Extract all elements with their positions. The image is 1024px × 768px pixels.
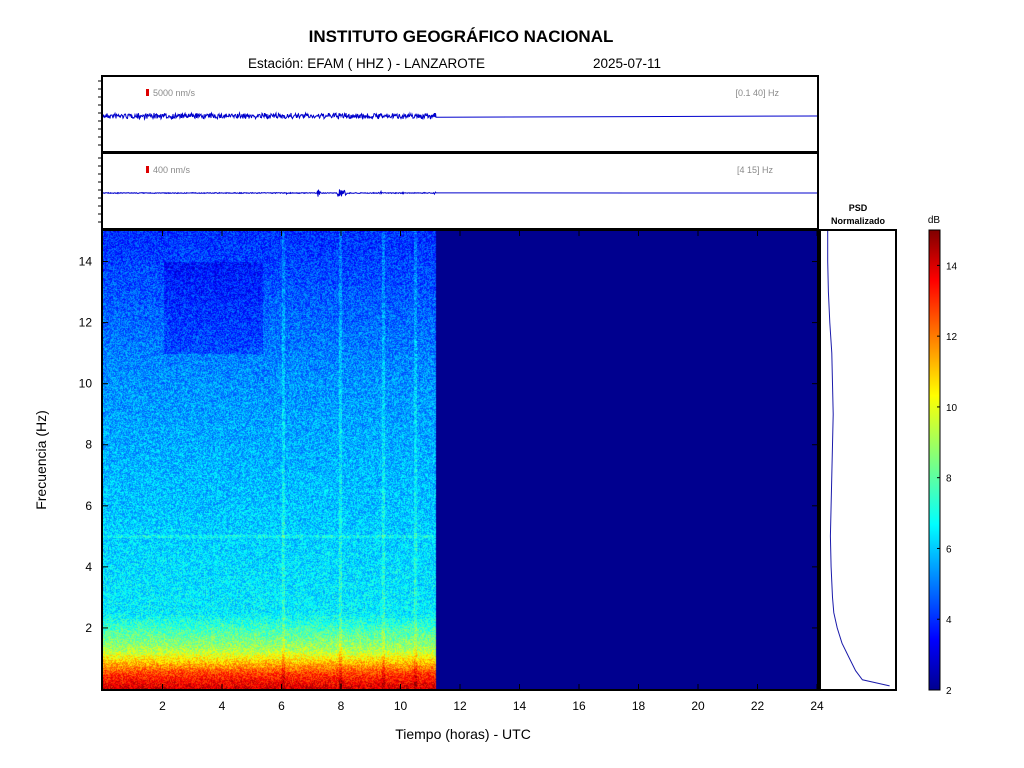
- trace-panel-broadband: 5000 nm/s [0.1 40] Hz: [101, 75, 819, 153]
- x-tick-label: 6: [278, 699, 285, 713]
- colorbar-tick-label: 10: [946, 403, 958, 414]
- colorbar-tick-label: 6: [946, 544, 952, 555]
- colorbar: [928, 229, 941, 691]
- y-axis-label: Frecuencia (Hz): [33, 410, 49, 510]
- psd-title: PSD: [849, 203, 868, 213]
- y-tick-label: 4: [85, 560, 92, 574]
- x-tick-label: 22: [751, 699, 765, 713]
- x-tick-label: 10: [394, 699, 408, 713]
- scale-bar: [146, 89, 149, 96]
- colorbar-ticks: 2 4 6 8 10 12 14: [937, 261, 958, 697]
- trace-panel-filtered: 400 nm/s [4 15] Hz: [101, 152, 819, 230]
- x-tick-label: 2: [159, 699, 166, 713]
- seismic-trace-line: [103, 111, 817, 121]
- psd-subtitle: Normalizado: [831, 216, 886, 226]
- x-tick-label: 24: [810, 699, 824, 713]
- seismic-trace-line: [103, 189, 817, 197]
- colorbar-unit-label: dB: [928, 215, 941, 226]
- x-tick-label: 20: [691, 699, 705, 713]
- spectrogram-panel: [101, 229, 819, 691]
- x-tick-label: 8: [338, 699, 345, 713]
- x-axis: 2 4 6 8 10 12 14 16 18 20 22 24: [159, 231, 824, 713]
- spectrogram-heatmap: [103, 231, 817, 689]
- date-label: 2025-07-11: [593, 56, 662, 71]
- psd-panel: [819, 229, 897, 691]
- x-tick-label: 14: [513, 699, 527, 713]
- trace-plot-filtered: 400 nm/s [4 15] Hz: [103, 165, 817, 197]
- y-tick-label: 8: [85, 438, 92, 452]
- x-axis-label: Tiempo (horas) - UTC: [395, 726, 531, 742]
- y-tick-label: 14: [79, 255, 93, 269]
- station-label: Estación: EFAM ( HHZ ) - LANZAROTE: [248, 56, 486, 71]
- trace-scale-label: 5000 nm/s: [153, 88, 196, 98]
- colorbar-tick-label: 14: [946, 261, 958, 272]
- y-tick-label: 6: [85, 499, 92, 513]
- x-tick-label: 16: [572, 699, 586, 713]
- y-tick-label: 12: [79, 316, 93, 330]
- trace-plot-broadband: 5000 nm/s [0.1 40] Hz: [103, 88, 817, 121]
- psd-plot: [827, 231, 890, 687]
- psd-line: [827, 231, 890, 687]
- trace-filter-label: [0.1 40] Hz: [735, 88, 779, 98]
- colorbar-tick-label: 2: [946, 686, 952, 697]
- x-tick-label: 12: [453, 699, 467, 713]
- colorbar-tick-label: 8: [946, 474, 952, 485]
- x-tick-label: 4: [219, 699, 226, 713]
- trace-scale-label: 400 nm/s: [153, 165, 191, 175]
- page-title: INSTITUTO GEOGRÁFICO NACIONAL: [308, 27, 614, 46]
- y-tick-label: 10: [79, 377, 93, 391]
- trace-filter-label: [4 15] Hz: [737, 165, 774, 175]
- scale-bar: [146, 166, 149, 173]
- x-tick-label: 18: [632, 699, 646, 713]
- colorbar-tick-label: 4: [946, 615, 952, 626]
- y-axis: 2 4 6 8 10 12 14: [79, 80, 817, 635]
- colorbar-tick-label: 12: [946, 332, 958, 343]
- y-tick-label: 2: [85, 621, 92, 635]
